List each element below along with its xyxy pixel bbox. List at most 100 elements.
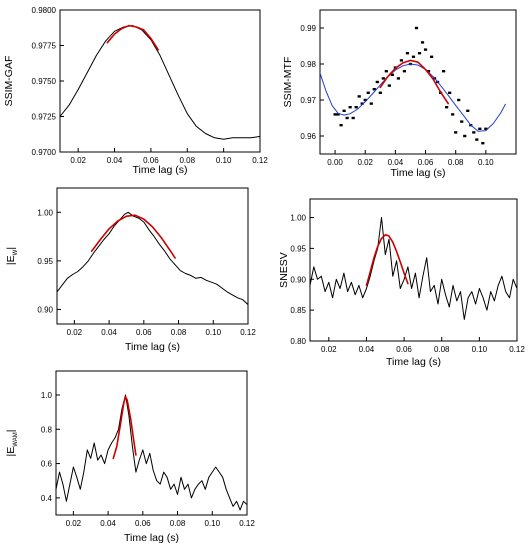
ssim-gaf-ytick-label: 0.9725	[32, 113, 57, 122]
ssim-mtf-point	[454, 131, 458, 134]
snesv-xtick-label: 0.10	[472, 345, 488, 354]
ewv-ylabel-main: |E	[5, 255, 17, 265]
ssim-mtf-point	[423, 48, 428, 51]
ssim-gaf-ytick-label: 0.9800	[32, 6, 57, 15]
ssim-mtf-point	[426, 70, 431, 73]
ewam-fit-line	[112, 395, 137, 460]
ewam-ylabel-close: |	[5, 430, 17, 433]
chart-ssim-mtf: 0.00 0.02 0.04 0.06 0.08 0.10 0.96 0.97 0.98 0.99…	[282, 9, 517, 179]
ssim-mtf-point	[354, 106, 358, 109]
snesv-xlabel: Time lag (s)	[386, 356, 441, 368]
ewv-ylabel-sub: W	[13, 249, 19, 255]
snesv-fit-line	[365, 234, 409, 287]
ssim-mtf-point	[399, 59, 404, 62]
ssim-mtf-point	[448, 91, 452, 94]
ewam-data-area	[56, 394, 247, 511]
ewam-xtick-label: 0.04	[100, 519, 116, 528]
ssim-mtf-smooth-line	[320, 63, 506, 132]
ssim-mtf-ytick-label: 0.97	[300, 96, 316, 105]
ssim-mtf-ytick-label: 0.96	[300, 132, 316, 141]
snesv-xtick-label: 0.06	[396, 345, 412, 354]
ssim-mtf-ytick-label: 0.98	[300, 60, 316, 69]
ssim-mtf-point	[417, 52, 422, 55]
ewam-ytick-label: 0.8	[41, 425, 53, 434]
ssim-mtf-point	[369, 102, 373, 105]
ssim-mtf-xtick-label: 0.08	[448, 158, 464, 167]
ssim-mtf-point	[457, 98, 461, 102]
ssim-mtf-point	[411, 55, 416, 58]
chart-ssim-gaf: 0.02 0.04 0.06 0.08 0.10 0.12 0.9700 0.9725 0.97…	[3, 6, 268, 176]
ssim-mtf-point	[429, 55, 434, 58]
ssim-mtf-point	[478, 127, 482, 130]
ssim-mtf-xtick-label: 0.06	[418, 158, 434, 167]
ssim-mtf-point	[375, 80, 379, 84]
ewam-ylabel: |EWAM|	[5, 430, 19, 457]
ewam-xtick-label: 0.10	[204, 519, 220, 528]
ewv-ylabel-close: |	[5, 247, 17, 250]
ewv-xtick-label: 0.02	[67, 328, 83, 337]
snesv-ytick-label: 0.95	[290, 244, 306, 253]
snesv-data-area	[310, 217, 517, 320]
ssim-mtf-point	[348, 106, 352, 109]
ssim-mtf-point	[463, 134, 467, 138]
ssim-gaf-ytick-label: 0.9775	[32, 42, 57, 51]
ewv-ytick-label: 1.00	[37, 208, 53, 217]
ssim-gaf-ytick-label: 0.9750	[32, 77, 57, 86]
ewv-xtick-label: 0.12	[240, 328, 256, 337]
snesv-ylabel: SNESV	[278, 252, 290, 288]
ewv-measured-line	[57, 211, 248, 306]
ssim-mtf-point	[333, 113, 337, 116]
ssim-mtf-point	[351, 116, 355, 120]
ssim-mtf-point	[363, 98, 367, 102]
snesv-xtick-label: 0.08	[434, 345, 450, 354]
ssim-gaf-ylabel: SSIM-GAF	[3, 56, 15, 107]
ssim-mtf-point	[472, 131, 476, 134]
ssim-mtf-point	[402, 70, 407, 73]
ewv-xlabel: Time lag (s)	[125, 341, 180, 353]
ssim-mtf-ylabel: SSIM-MTF	[282, 57, 294, 108]
ssim-gaf-ylabel-main: SSIM-GAF	[3, 56, 15, 107]
ewv-ytick-label: 0.95	[37, 257, 53, 266]
ewv-fit-line	[90, 214, 176, 259]
ssim-mtf-point	[384, 70, 388, 73]
ewam-plot-frame	[55, 370, 248, 516]
ssim-gaf-xlabel: Time lag (s)	[132, 164, 187, 176]
chart-ewam: 0.02 0.04 0.06 0.08 0.10 0.12 0.4 0.6 0.8 1.0 Time…	[5, 370, 255, 544]
ewam-ytick-label: 0.6	[41, 460, 53, 469]
snesv-xtick-label: 0.04	[359, 345, 375, 354]
ssim-mtf-plot-frame	[319, 9, 517, 155]
snesv-ytick-label: 0.85	[290, 306, 306, 315]
ewam-xtick-label: 0.08	[170, 519, 186, 528]
ssim-mtf-point	[360, 102, 364, 105]
ssim-mtf-point	[466, 109, 470, 112]
ewv-xtick-label: 0.04	[101, 328, 117, 337]
ssim-mtf-point	[484, 127, 488, 130]
ssim-mtf-point	[475, 138, 479, 141]
ewam-xtick-label: 0.06	[135, 519, 151, 528]
ssim-mtf-point	[396, 77, 400, 80]
ssim-mtf-xtick-label: 0.00	[327, 158, 343, 167]
chart-snesv: 0.02 0.04 0.06 0.08 0.10 0.12 0.80 0.85 0.90 0.95…	[278, 198, 525, 368]
ssim-gaf-measured-line	[60, 25, 260, 140]
snesv-ylabel-main: SNESV	[278, 252, 290, 288]
ewam-ylabel-main: |E	[5, 447, 17, 457]
ssim-gaf-xtick-label: 0.08	[179, 156, 195, 165]
ssim-mtf-point	[372, 88, 376, 91]
ewam-xtick-label: 0.12	[239, 519, 255, 528]
snesv-xtick-label: 0.12	[509, 345, 525, 354]
snesv-measured-line	[310, 217, 517, 320]
ewam-measured-line	[56, 394, 247, 511]
snesv-plot-frame	[309, 198, 518, 342]
ssim-mtf-point	[342, 109, 346, 112]
ssim-mtf-point	[442, 70, 446, 73]
ssim-mtf-point	[414, 26, 419, 30]
ewv-plot-frame	[56, 187, 249, 325]
chart-ewv: 0.02 0.04 0.06 0.08 0.10 0.12 0.90 0.95 1.00 Time…	[5, 187, 256, 353]
ssim-mtf-data-area	[320, 26, 506, 145]
ssim-gaf-xtick-label: 0.10	[216, 156, 232, 165]
ssim-mtf-xtick-label: 0.10	[478, 158, 494, 167]
ewam-xtick-label: 0.02	[66, 519, 82, 528]
ewam-ytick-label: 1.0	[41, 391, 53, 400]
ssim-mtf-xlabel: Time lag (s)	[390, 167, 445, 179]
ewam-xlabel: Time lag (s)	[124, 532, 179, 544]
